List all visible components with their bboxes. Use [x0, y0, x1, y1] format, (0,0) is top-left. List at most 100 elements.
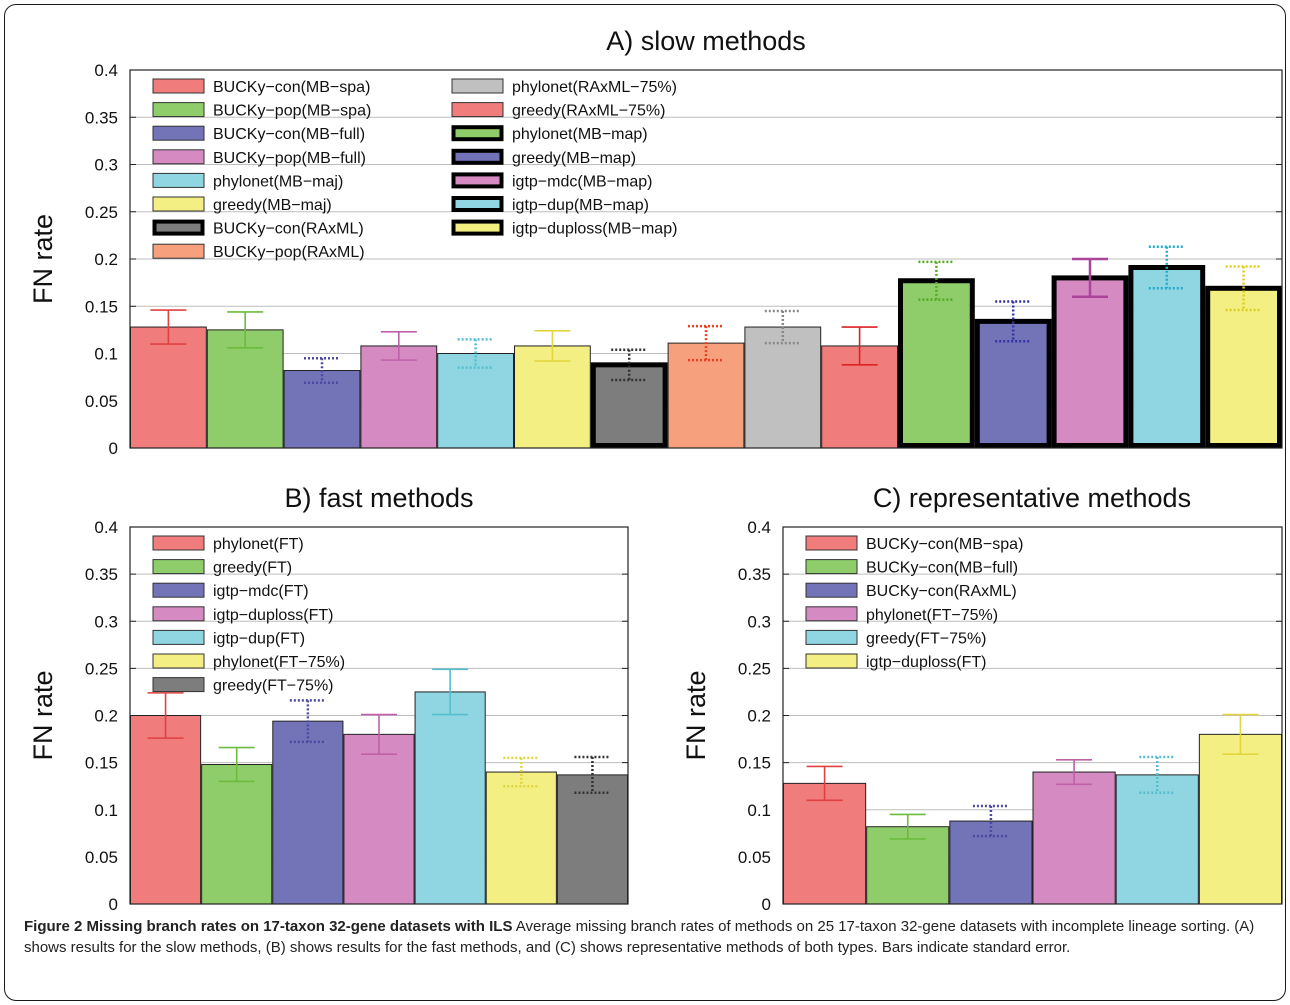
y-tick-label: 0.4: [94, 61, 118, 80]
figure-caption: Figure 2 Missing branch rates on 17-taxo…: [24, 916, 1274, 958]
bar: [744, 326, 822, 449]
legend-label: phylonet(RAxML−75%): [512, 79, 677, 96]
figure-frame: [4, 4, 1286, 1001]
legend-swatch: [152, 629, 205, 645]
legend-label: greedy(FT): [213, 560, 292, 577]
legend-swatch: [152, 219, 205, 236]
chart-title: B) fast methods: [284, 483, 473, 513]
legend-label: igtp−duploss(FT): [866, 654, 987, 671]
legend-label: igtp−mdc(MB−map): [512, 173, 653, 190]
bar: [949, 820, 1033, 905]
legend-swatch: [152, 606, 205, 622]
y-tick-label: 0.2: [94, 250, 118, 269]
plot-area-border: [129, 526, 629, 905]
legend-label: greedy(RAxML−75%): [512, 103, 665, 120]
legend-label: BUCKy−pop(RAxML): [213, 244, 365, 261]
legend-swatch: [451, 219, 504, 236]
legend-label: igtp−duploss(FT): [213, 607, 334, 624]
bar: [556, 774, 628, 905]
legend-label: BUCKy−con(MB−full): [866, 560, 1018, 577]
y-tick-label: 0.3: [94, 612, 118, 631]
y-tick-label: 0.1: [94, 345, 118, 364]
chart-title: C) representative methods: [873, 483, 1191, 513]
y-tick-label: 0.35: [738, 565, 771, 584]
y-tick-label: 0: [109, 895, 118, 910]
y-tick-label: 0.1: [94, 801, 118, 820]
legend-swatch: [451, 196, 504, 212]
y-tick-label: 0.05: [85, 392, 118, 411]
legend-label: BUCKy−pop(MB−full): [213, 150, 366, 167]
bar: [437, 353, 515, 449]
legend-swatch: [152, 125, 205, 141]
y-tick-label: 0.35: [85, 108, 118, 127]
legend-label: greedy(FT−75%): [213, 678, 334, 695]
bar: [1128, 265, 1206, 448]
legend-swatch: [805, 582, 858, 598]
legend-swatch: [451, 125, 504, 142]
y-tick-label: 0.25: [738, 659, 771, 678]
legend-label: phylonet(MB−maj): [213, 173, 343, 190]
legend-swatch: [805, 559, 858, 575]
bar: [1032, 771, 1116, 905]
chart-title: A) slow methods: [606, 26, 806, 56]
legend-swatch: [152, 677, 205, 693]
bar: [783, 782, 867, 905]
y-tick-label: 0.35: [85, 565, 118, 584]
legend-label: BUCKy−con(MB−spa): [213, 79, 370, 96]
legend-swatch: [152, 535, 205, 551]
y-tick-label: 0.4: [747, 518, 771, 537]
bar: [272, 720, 344, 905]
legend-swatch: [805, 606, 858, 622]
legend-label: greedy(MB−maj): [213, 197, 332, 214]
legend-swatch: [152, 172, 205, 188]
y-tick-label: 0.25: [85, 659, 118, 678]
y-tick-label: 0.1: [747, 801, 771, 820]
legend-swatch: [805, 629, 858, 645]
legend-label: igtp−dup(MB−map): [512, 197, 649, 214]
chart-c: C) representative methods FN rate 0 0.05 0.1…: [681, 483, 1283, 910]
legend-label: BUCKy−con(MB−full): [213, 126, 365, 143]
bar: [343, 733, 415, 905]
y-tick-label: 0.2: [747, 707, 771, 726]
legend-label: igtp−mdc(FT): [213, 583, 309, 600]
y-tick-label: 0: [762, 895, 771, 910]
y-axis-label: FN rate: [28, 214, 58, 304]
bar: [590, 362, 668, 448]
legend-swatch: [152, 582, 205, 598]
legend-swatch: [451, 172, 504, 189]
legend-label: igtp−duploss(MB−map): [512, 221, 677, 238]
bar: [485, 771, 557, 905]
y-axis-label: FN rate: [681, 670, 711, 760]
legend-swatch: [451, 102, 504, 118]
y-axis-label: FN rate: [28, 670, 58, 760]
bar: [514, 345, 591, 449]
legend-label: phylonet(FT): [213, 536, 304, 553]
legend-label: greedy(FT−75%): [866, 630, 987, 647]
bar: [360, 345, 438, 449]
y-tick-label: 0.3: [94, 156, 118, 175]
y-tick-label: 0.05: [738, 848, 771, 867]
bar: [130, 326, 207, 449]
bar: [130, 715, 202, 905]
legend-swatch: [451, 148, 504, 165]
legend-label: BUCKy−pop(MB−spa): [213, 103, 371, 120]
legend-swatch: [152, 559, 205, 575]
y-tick-label: 0.4: [94, 518, 118, 537]
y-tick-label: 0.25: [85, 203, 118, 222]
y-tick-label: 0.2: [94, 707, 118, 726]
bar: [1205, 285, 1282, 449]
y-tick-label: 0.15: [85, 297, 118, 316]
legend-swatch: [805, 535, 858, 551]
y-tick-label: 0.15: [738, 754, 771, 773]
caption-text: Average missing branch rates of methods …: [24, 918, 1255, 956]
legend-label: igtp−dup(FT): [213, 630, 305, 647]
legend-swatch: [152, 243, 205, 259]
legend-label: BUCKy−con(RAxML): [213, 221, 364, 238]
chart-b: B) fast methods FN rate 0 0.05 0.1 0.15 0.2 0.2…: [28, 483, 629, 910]
legend-swatch: [805, 653, 858, 669]
plot-area-border: [129, 69, 1283, 449]
legend-swatch: [152, 653, 205, 669]
legend-label: phylonet(FT−75%): [866, 607, 998, 624]
chart-a: A) slow methods FN rate 0 0.05 0.1 0.15 0.2 0.2…: [28, 26, 1283, 458]
legend-swatch: [451, 78, 504, 94]
